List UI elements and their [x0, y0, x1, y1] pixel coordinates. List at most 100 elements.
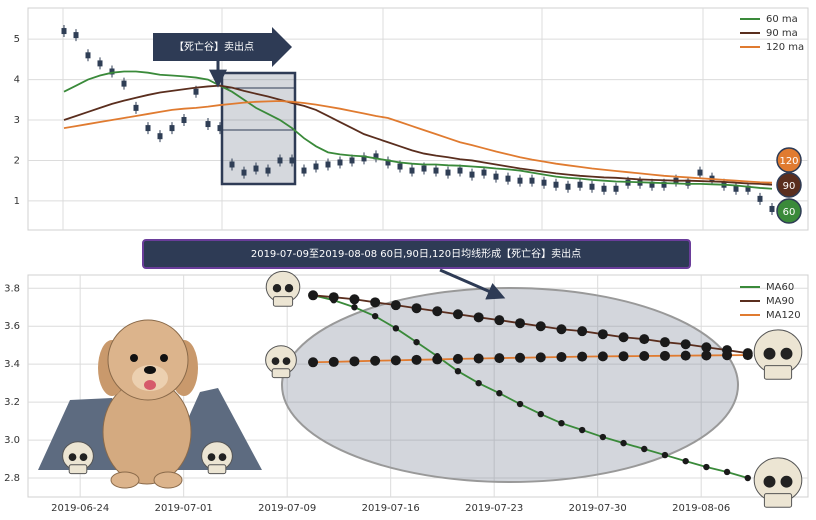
- price-mark: [265, 167, 271, 174]
- end-badge: [776, 172, 802, 198]
- price-mark: [337, 159, 343, 166]
- skull-eye: [207, 453, 216, 461]
- price-mark: [313, 163, 319, 170]
- ma-point: [659, 350, 670, 361]
- ma-point: [723, 468, 731, 476]
- skull-eye: [79, 453, 88, 461]
- x-tick-label: 2019-07-09: [258, 503, 316, 514]
- ma-point: [328, 292, 339, 303]
- ma-point: [452, 309, 463, 320]
- end-badge: [776, 147, 802, 173]
- skull-jaw: [763, 493, 793, 508]
- y-tick-label: 3.6: [4, 321, 20, 332]
- ma-point: [413, 338, 420, 346]
- skull-jaw: [763, 365, 793, 380]
- price-mark: [649, 181, 655, 188]
- price-mark: [445, 169, 451, 176]
- dog-paw: [110, 471, 140, 489]
- y-tick-label: 1: [14, 196, 20, 207]
- ma-point: [577, 351, 588, 362]
- price-mark: [697, 169, 703, 176]
- price-mark: [517, 177, 523, 184]
- x-tick-label: 2019-06-24: [51, 503, 109, 514]
- price-mark: [157, 133, 163, 140]
- skull-eye: [284, 284, 294, 293]
- annotation-text: 【死亡谷】卖出点: [174, 40, 254, 53]
- ma-point: [618, 332, 629, 343]
- ma-point: [494, 353, 505, 364]
- y-tick-label: 5: [14, 34, 20, 45]
- price-mark: [217, 125, 223, 132]
- top-chart: 1 2 3 4 5 60 ma 90 ma 120 ma 60 90 120 【死亡谷】卖出点: [14, 14, 808, 224]
- ma-point: [411, 354, 422, 365]
- price-mark: [97, 60, 103, 67]
- price-mark: [289, 157, 295, 164]
- skull-jaw: [68, 464, 88, 475]
- skull-eye: [218, 453, 227, 461]
- y-tick-label: 3: [14, 115, 20, 126]
- y-tick-label: 3.0: [4, 435, 20, 446]
- title-banner: [142, 239, 691, 269]
- ma-point: [432, 306, 443, 317]
- mountain: [165, 388, 262, 470]
- ma-point: [351, 304, 358, 311]
- y-tick-label: 2.8: [4, 473, 20, 484]
- ma-point: [432, 354, 443, 365]
- ma-point: [558, 419, 565, 427]
- legend-label: MA60: [766, 282, 794, 293]
- ma-point: [392, 325, 400, 332]
- ma-point: [577, 326, 588, 337]
- ma-point: [535, 352, 546, 363]
- ma-point: [390, 355, 401, 366]
- skull-eye: [763, 475, 776, 488]
- price-mark: [193, 88, 199, 95]
- y-tick-label: 3.2: [4, 397, 20, 408]
- skull-eye: [282, 357, 291, 365]
- ma-point: [639, 334, 650, 345]
- dog-eye: [160, 354, 168, 362]
- price-mark: [397, 163, 403, 170]
- illustrations: [38, 270, 803, 508]
- price-mark: [253, 165, 259, 172]
- skull-eye: [271, 357, 280, 365]
- ma-point: [578, 426, 586, 434]
- chart-title: 2019-07-09至2019-08-08 60日,90日,120日均线形成【死…: [251, 247, 581, 260]
- ma-point: [556, 324, 567, 335]
- ma-line: [313, 354, 748, 364]
- dog-head: [107, 319, 189, 401]
- ma-point: [371, 312, 379, 320]
- ma-point: [473, 353, 484, 364]
- price-mark: [541, 179, 547, 186]
- ma-point: [597, 351, 608, 362]
- skull-jaw: [271, 368, 291, 379]
- price-mark: [457, 167, 463, 174]
- ma-point: [535, 321, 546, 332]
- dog-paw: [153, 471, 183, 489]
- price-mark: [349, 157, 355, 164]
- ma-point: [682, 457, 689, 465]
- dog-tongue: [144, 380, 156, 390]
- price-mark: [409, 167, 415, 174]
- price-mark: [85, 52, 91, 59]
- ma-point: [742, 350, 753, 361]
- ma-line: [63, 84, 773, 186]
- price-mark: [685, 179, 691, 186]
- x-tick-label: 2019-07-30: [569, 503, 627, 514]
- price-mark: [481, 169, 487, 176]
- price-mark: [745, 185, 751, 192]
- skull-eye: [763, 347, 776, 360]
- legend-label: MA120: [766, 310, 801, 321]
- ma-point: [308, 357, 319, 368]
- skull-jaw: [207, 464, 227, 475]
- ma-point: [349, 356, 360, 367]
- price-mark: [145, 125, 151, 132]
- ma-point: [494, 315, 505, 326]
- end-badge-label: 60: [783, 207, 796, 218]
- price-mark: [553, 181, 559, 188]
- ma-point: [701, 342, 712, 353]
- price-mark: [469, 171, 475, 178]
- dog-muzzle: [132, 365, 168, 391]
- skull-eye: [272, 284, 282, 293]
- price-mark: [733, 185, 739, 192]
- price-mark: [565, 183, 571, 190]
